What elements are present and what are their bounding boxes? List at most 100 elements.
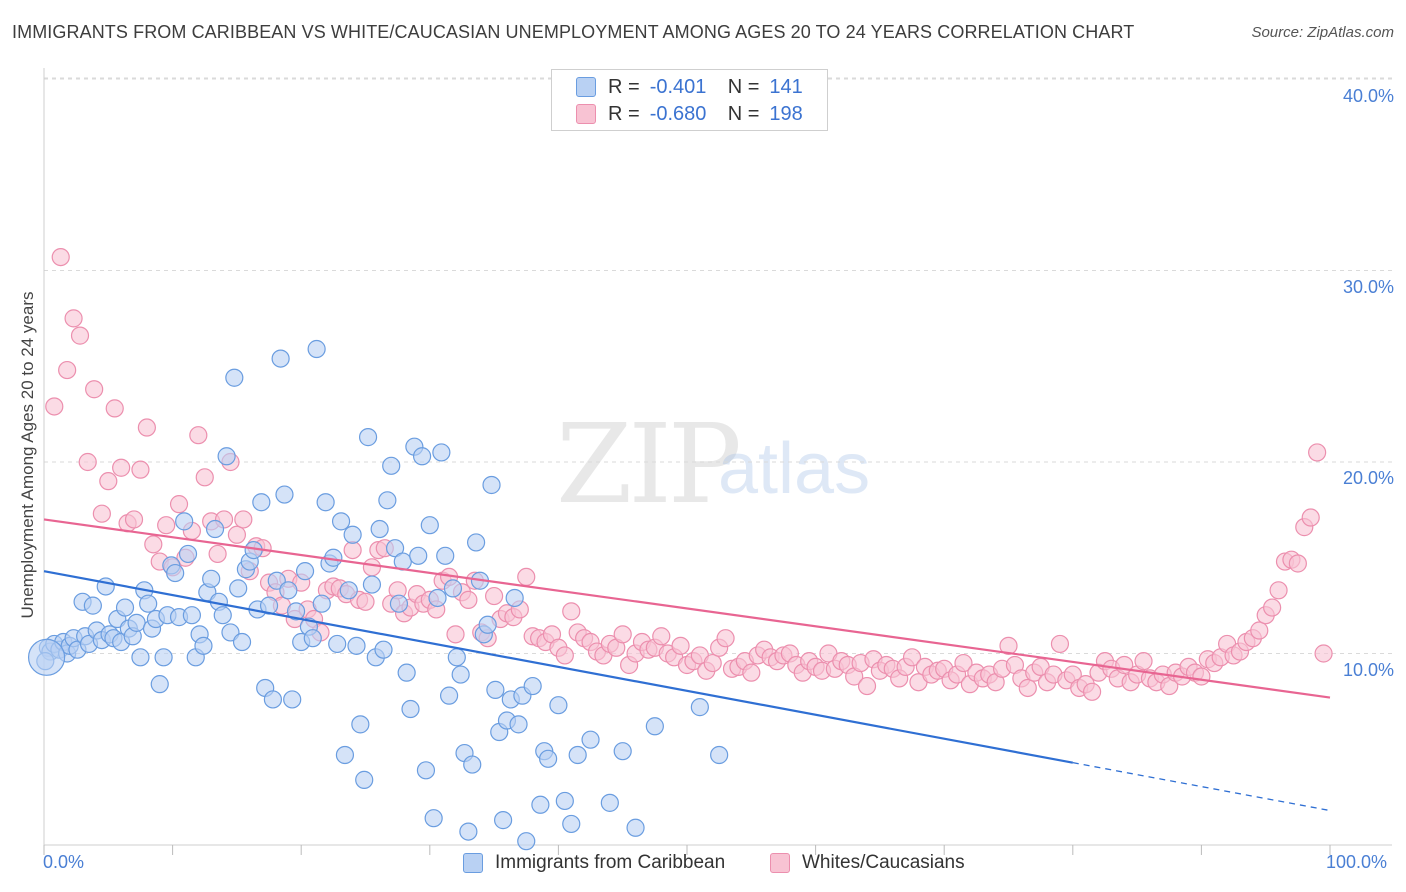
r-value: -0.401	[649, 75, 707, 98]
white-point	[78, 452, 97, 472]
n-label: N =	[727, 102, 760, 125]
white-point	[1250, 621, 1269, 640]
white-point	[144, 535, 163, 554]
caribbean-point	[424, 809, 443, 828]
r-label: R =	[608, 75, 640, 98]
white-point	[703, 653, 722, 673]
caribbean-point	[517, 832, 536, 851]
white-point	[227, 525, 246, 544]
white-point	[652, 627, 671, 646]
white-point	[131, 460, 150, 479]
caribbean-point	[486, 680, 505, 699]
white-point	[208, 544, 227, 564]
caribbean-point	[115, 598, 135, 617]
white-point	[1192, 667, 1211, 686]
blue-swatch-icon	[576, 77, 596, 97]
caribbean-point	[463, 755, 482, 774]
white-point	[356, 592, 375, 611]
caribbean-point	[626, 818, 645, 837]
white-point	[157, 516, 176, 535]
caribbean-point	[175, 512, 194, 531]
legend-item-white: Whites/Caucasians	[770, 852, 965, 874]
white-point	[137, 418, 156, 437]
white-point	[1263, 598, 1282, 617]
white-point	[343, 540, 362, 560]
white-point	[99, 472, 118, 491]
caribbean-point	[347, 636, 366, 655]
legend-label: Whites/Caucasians	[802, 852, 965, 873]
caribbean-point	[416, 761, 436, 780]
white-point	[954, 653, 973, 673]
white-point	[45, 397, 64, 416]
legend-row-caribbean: R = -0.401 N = 141	[576, 76, 803, 98]
white-point	[459, 590, 478, 609]
white-point	[1269, 581, 1288, 600]
caribbean-point	[263, 690, 283, 709]
white-point	[999, 636, 1018, 655]
n-value: 141	[769, 75, 803, 98]
caribbean-point	[370, 519, 389, 539]
caribbean-point	[271, 349, 290, 368]
white-trend-line	[43, 518, 1331, 699]
caribbean-trend-line	[43, 570, 1074, 764]
white-point	[1288, 554, 1307, 573]
caribbean-point	[428, 588, 447, 608]
white-point	[671, 636, 690, 655]
y-tick-label: 10.0%	[1342, 660, 1394, 680]
caribbean-point	[213, 606, 232, 625]
caribbean-point	[335, 745, 355, 765]
correlation-legend: R = -0.401 N = 141 R = -0.680 N = 198	[551, 69, 828, 131]
caribbean-point	[509, 715, 528, 734]
caribbean-point	[401, 699, 420, 719]
white-point	[857, 676, 877, 696]
n-value: 198	[769, 102, 803, 125]
caribbean-point	[397, 663, 416, 682]
caribbean-point	[539, 749, 558, 768]
white-point	[742, 663, 761, 682]
caribbean-point	[562, 814, 581, 834]
white-point	[1050, 634, 1070, 654]
white-point	[1301, 508, 1320, 527]
caribbean-point	[531, 795, 550, 814]
caribbean-point	[154, 648, 173, 667]
white-point	[1082, 682, 1102, 701]
caribbean-point	[645, 717, 664, 736]
white-point	[1018, 678, 1037, 698]
caribbean-point	[447, 648, 466, 667]
white-point	[85, 380, 104, 399]
n-label: N =	[727, 75, 760, 98]
caribbean-point	[127, 613, 146, 632]
caribbean-point	[412, 447, 432, 466]
white-point	[1314, 644, 1333, 663]
white-point	[92, 504, 111, 523]
white-point	[446, 625, 465, 644]
caribbean-point	[225, 368, 244, 387]
caribbean-point	[178, 544, 198, 564]
r-label: R =	[608, 102, 640, 125]
white-point	[517, 567, 536, 587]
caribbean-point	[420, 516, 439, 535]
caribbean-point	[523, 676, 542, 696]
caribbean-point	[343, 525, 362, 544]
caribbean-point	[451, 665, 470, 684]
watermark-zip: ZIP	[556, 400, 742, 528]
white-point	[902, 648, 922, 667]
caribbean-point	[482, 475, 501, 495]
caribbean-point	[385, 539, 405, 558]
caribbean-point	[312, 594, 331, 613]
caribbean-trend-extension	[1072, 762, 1331, 812]
caribbean-point	[459, 822, 478, 841]
white-point	[195, 468, 214, 487]
caribbean-point	[409, 546, 428, 565]
caribbean-point	[166, 563, 185, 583]
white-point	[362, 558, 382, 577]
caribbean-point	[150, 675, 169, 694]
caribbean-point	[613, 742, 632, 761]
caribbean-point	[549, 696, 568, 715]
chart-title: IMMIGRANTS FROM CARIBBEAN VS WHITE/CAUCA…	[12, 22, 1135, 42]
caribbean-point	[355, 770, 374, 789]
caribbean-point	[494, 811, 513, 830]
caribbean-point	[303, 629, 322, 648]
legend-label: Immigrants from Caribbean	[495, 852, 726, 873]
caribbean-point	[505, 588, 524, 608]
